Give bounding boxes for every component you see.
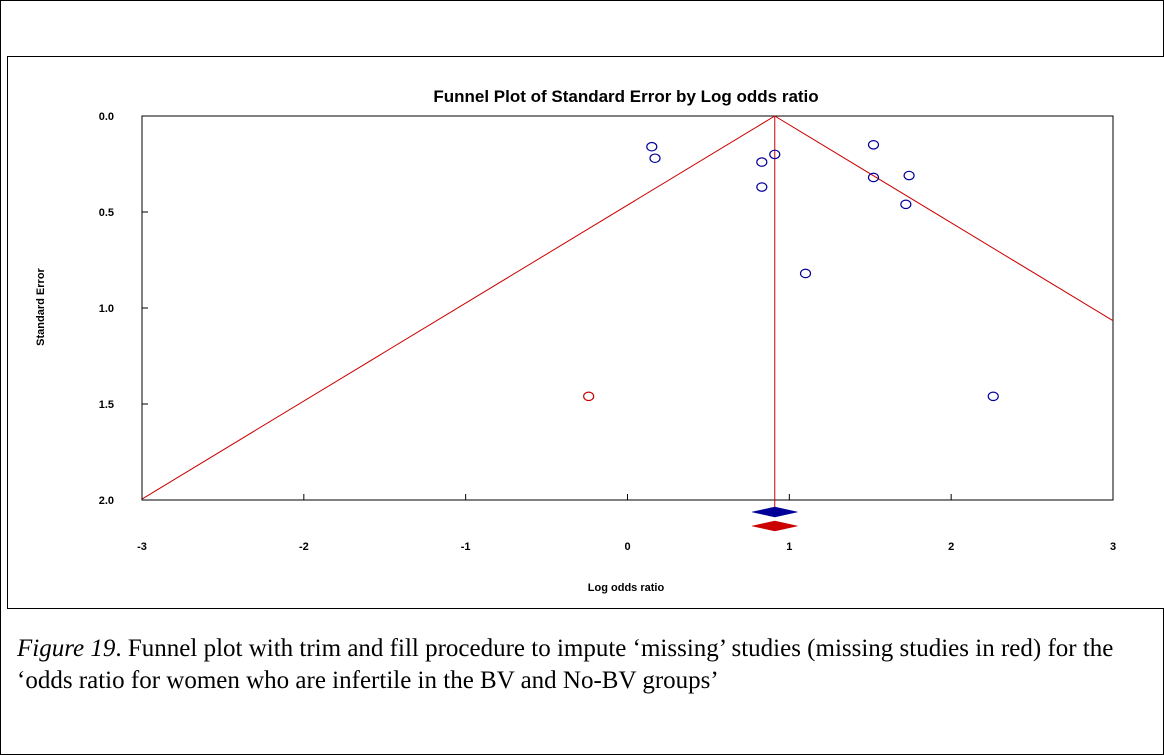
summary-diamond-observed xyxy=(752,506,798,518)
y-tick-label: 0.0 xyxy=(99,111,114,123)
observed-study-point xyxy=(799,268,812,279)
x-tick-label: 2 xyxy=(948,541,954,553)
x-tick-label: 0 xyxy=(624,541,630,553)
x-tick-label: -1 xyxy=(461,541,471,553)
y-tick-label: 1.0 xyxy=(99,303,114,315)
x-tick-label: -3 xyxy=(137,541,147,553)
observed-study-point xyxy=(903,170,915,181)
observed-study-point xyxy=(756,157,768,167)
caption-text: . Funnel plot with trim and fill procedu… xyxy=(17,635,1114,694)
figure-caption: Figure 19. Funnel plot with trim and fil… xyxy=(17,633,1147,697)
funnel-line-right xyxy=(774,115,1114,322)
observed-study-point xyxy=(756,182,768,192)
observed-study-point xyxy=(867,140,880,150)
summary-diamond-imputed xyxy=(752,520,798,532)
x-tick-label: -2 xyxy=(299,541,309,553)
observed-study-point xyxy=(649,153,661,164)
plot-area xyxy=(141,115,1114,501)
observed-study-point xyxy=(987,391,999,402)
y-tick-label: 0.5 xyxy=(99,207,114,219)
study-points xyxy=(583,140,999,402)
observed-study-point xyxy=(867,172,880,183)
imputed-study-point xyxy=(583,391,595,402)
y-tick-label: 2.0 xyxy=(99,495,114,507)
y-axis-label: Standard Error xyxy=(35,267,47,345)
summary-diamonds xyxy=(752,506,798,532)
observed-study-point xyxy=(769,149,781,160)
x-axis-label: Log odds ratio xyxy=(588,582,665,594)
y-tick-label: 1.5 xyxy=(99,399,114,411)
x-tick-label: 3 xyxy=(1110,541,1116,553)
funnel-line-left xyxy=(141,115,776,500)
axes: -3 -2 -1 0 1 2 3 0.0 0.5 1.0 1.5 2.0 xyxy=(99,111,1116,553)
figure-label: Figure 19 xyxy=(17,635,116,662)
funnel-lines xyxy=(141,115,1114,510)
chart-title: Funnel Plot of Standard Error by Log odd… xyxy=(433,87,818,106)
x-tick-label: 1 xyxy=(786,541,792,553)
observed-study-point xyxy=(900,199,912,210)
observed-study-point xyxy=(646,141,658,152)
funnel-plot: Funnel Plot of Standard Error by Log odd… xyxy=(35,87,1116,594)
chart-frame: Funnel Plot of Standard Error by Log odd… xyxy=(7,56,1164,609)
